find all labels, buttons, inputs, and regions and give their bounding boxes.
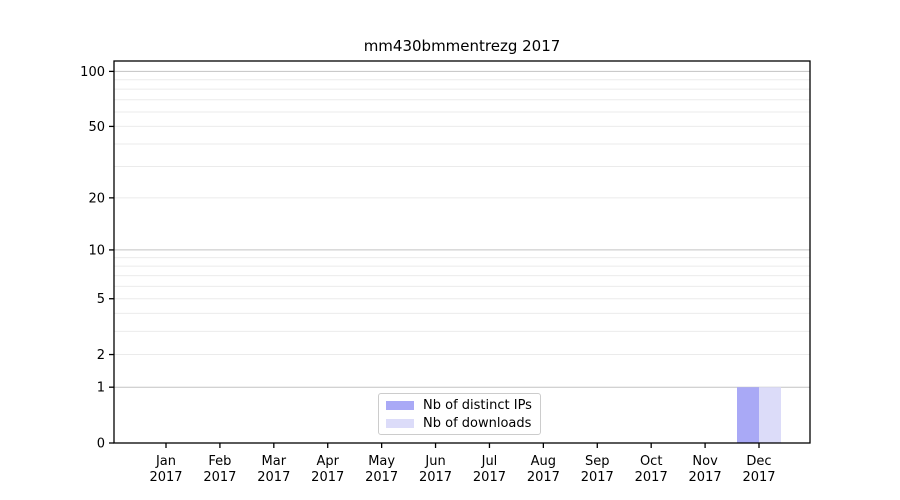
legend: Nb of distinct IPs Nb of downloads	[378, 393, 541, 435]
y-tick-label: 10	[88, 243, 105, 258]
x-tick-label-year: 2017	[311, 470, 344, 485]
y-tick-label: 20	[88, 191, 105, 206]
y-tick-label: 2	[97, 348, 105, 363]
y-tick-label: 1	[97, 381, 105, 396]
x-tick-label-year: 2017	[742, 470, 775, 485]
x-tick-label-year: 2017	[149, 470, 182, 485]
x-tick-label-month: Aug	[531, 454, 556, 469]
plot-border	[113, 60, 811, 444]
chart-title: mm430bmmentrezg 2017	[363, 37, 561, 55]
x-tick-label-year: 2017	[419, 470, 452, 485]
y-tick-label: 100	[80, 65, 105, 80]
legend-item-downloads: Nb of downloads	[386, 417, 540, 430]
x-tick-label-month: Sep	[585, 454, 610, 469]
x-tick-label-month: Apr	[316, 454, 339, 469]
x-tick-label-month: Dec	[746, 454, 771, 469]
legend-swatch-downloads	[386, 418, 414, 428]
x-tick-label-year: 2017	[689, 470, 722, 485]
x-tick-label-month: May	[368, 454, 395, 469]
x-tick-label-year: 2017	[257, 470, 290, 485]
x-tick-label-month: Jan	[155, 454, 176, 469]
x-tick-label-year: 2017	[635, 470, 668, 485]
x-tick-label-year: 2017	[365, 470, 398, 485]
bar-distinct-ips	[736, 387, 759, 443]
x-tick-label-year: 2017	[473, 470, 506, 485]
y-tick-label: 0	[97, 437, 105, 452]
x-tick-label-month: Jul	[481, 454, 498, 469]
legend-item-distinct-ips: Nb of distinct IPs	[386, 399, 540, 412]
bar-downloads	[758, 387, 781, 443]
x-tick-label-month: Mar	[262, 454, 287, 469]
x-tick-label-month: Nov	[692, 454, 718, 469]
legend-label-downloads: Nb of downloads	[423, 415, 532, 431]
x-tick-label-month: Oct	[640, 454, 662, 469]
x-tick-label-year: 2017	[527, 470, 560, 485]
y-tick-label: 5	[97, 292, 105, 307]
x-tick-label-year: 2017	[203, 470, 236, 485]
y-tick-label: 50	[88, 120, 105, 135]
legend-swatch-distinct-ips	[386, 400, 414, 410]
x-tick-label-month: Feb	[208, 454, 231, 469]
x-tick-label-year: 2017	[581, 470, 614, 485]
x-tick-label-month: Jun	[424, 454, 445, 469]
legend-label-distinct-ips: Nb of distinct IPs	[423, 397, 532, 413]
